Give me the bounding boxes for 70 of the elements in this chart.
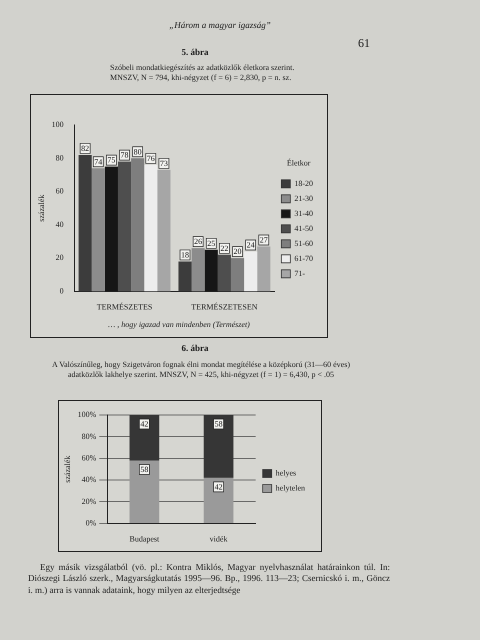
bar xyxy=(257,246,270,292)
data-label: 42 xyxy=(140,420,148,429)
text: 61 xyxy=(357,36,370,51)
y-tick-label: 20 xyxy=(56,253,64,262)
y-tick-label: 80% xyxy=(82,432,97,441)
legend-title: Életkor xyxy=(286,158,311,168)
data-label: 20 xyxy=(234,247,242,256)
y-tick-label: 60% xyxy=(82,453,97,462)
y-axis-title: százalék xyxy=(36,194,46,222)
chart-subtitle: A Valószínűleg, hogy Szigetváron fognak élni mondat megítélése a középkorú (31—60 éves) adatközlők lakhelye szerint. MNSZV, N = 425, khi-négyzet (f = 1) = 6,430, p < .05 xyxy=(51,360,351,380)
chart-title: 6. ábra xyxy=(180,343,210,354)
data-label: 22 xyxy=(220,244,228,253)
x-tick-label: TERMÉSZETESEN xyxy=(191,302,258,312)
data-label: 42 xyxy=(214,482,223,492)
legend-label: 31-40 xyxy=(294,208,314,218)
y-tick-label: 40 xyxy=(56,220,64,229)
y-tick-label: 40% xyxy=(82,475,97,484)
x-tick-label: vidék xyxy=(210,534,228,544)
legend-label: helytelen xyxy=(276,484,306,493)
bar xyxy=(157,170,170,292)
bar xyxy=(204,415,234,478)
data-label: 26 xyxy=(194,237,202,246)
bar xyxy=(118,162,132,292)
data-label: 78 xyxy=(120,150,129,160)
legend-label: 41-50 xyxy=(294,224,314,233)
x-tick-label: Budapest xyxy=(129,534,160,544)
bar xyxy=(244,251,258,292)
legend-label: 51-60 xyxy=(294,238,314,248)
data-label: 80 xyxy=(134,147,142,156)
x-tick-label: TERMÉSZETES xyxy=(96,302,152,312)
bar xyxy=(92,168,105,292)
data-label: 27 xyxy=(260,236,268,245)
y-tick-label: 100 xyxy=(52,120,64,130)
text: „Három a magyar igazság” xyxy=(168,20,272,32)
y-tick-label: 80 xyxy=(56,153,64,162)
data-label: 76 xyxy=(146,154,155,164)
bar xyxy=(130,460,160,524)
bar xyxy=(131,158,144,292)
y-tick-label: 0% xyxy=(86,518,97,528)
legend-label: 61-70 xyxy=(294,254,314,263)
data-label: 24 xyxy=(246,240,255,250)
text: … , hogy igazad van mindenben (Természet) xyxy=(107,320,251,330)
data-label: 58 xyxy=(214,420,223,429)
data-label: 25 xyxy=(207,238,216,248)
text: Egy másik vizsgálatból (vö. pl.: Kontra Miklós, Magyar nyelvhasználat határainkon túl. In: Diószegi László szerk., Magyarságkutatás 1995—96. Bp., 1996. 113—23; Csernicskó i. m., Göncz i. m.) arra is vannak adataink, hogy milyen az elterjedtsége xyxy=(28,562,390,596)
legend-label: 18-20 xyxy=(294,178,314,188)
bar xyxy=(144,164,158,292)
data-label: 58 xyxy=(140,465,148,474)
legend-label: helyes xyxy=(276,468,296,478)
legend-label: 71- xyxy=(294,268,306,278)
bar xyxy=(218,254,231,292)
y-tick-label: 100% xyxy=(78,410,97,420)
bar xyxy=(78,154,92,292)
bar xyxy=(204,478,234,524)
y-tick-label: 60 xyxy=(56,186,64,196)
chart-title: 5. ábra xyxy=(182,47,208,57)
bar xyxy=(130,415,160,461)
data-label: 73 xyxy=(160,159,168,168)
bar xyxy=(192,248,205,292)
legend-label: 21-30 xyxy=(294,194,314,203)
y-axis-title: százalék xyxy=(62,456,72,483)
bar xyxy=(230,258,244,292)
data-label: 75 xyxy=(107,156,116,165)
y-tick-label: 0 xyxy=(60,286,64,296)
data-label: 74 xyxy=(94,157,102,166)
data-label: 82 xyxy=(81,144,90,154)
bar xyxy=(178,261,192,292)
data-label: 18 xyxy=(181,250,190,260)
y-tick-label: 20% xyxy=(82,496,97,506)
chart-subtitle: Szóbeli mondatkiegészítés az adatközlők életkora szerint. MNSZV, N = 794, khi-négyzet (f = 6) = 2,830, p = n. sz. xyxy=(110,63,296,83)
